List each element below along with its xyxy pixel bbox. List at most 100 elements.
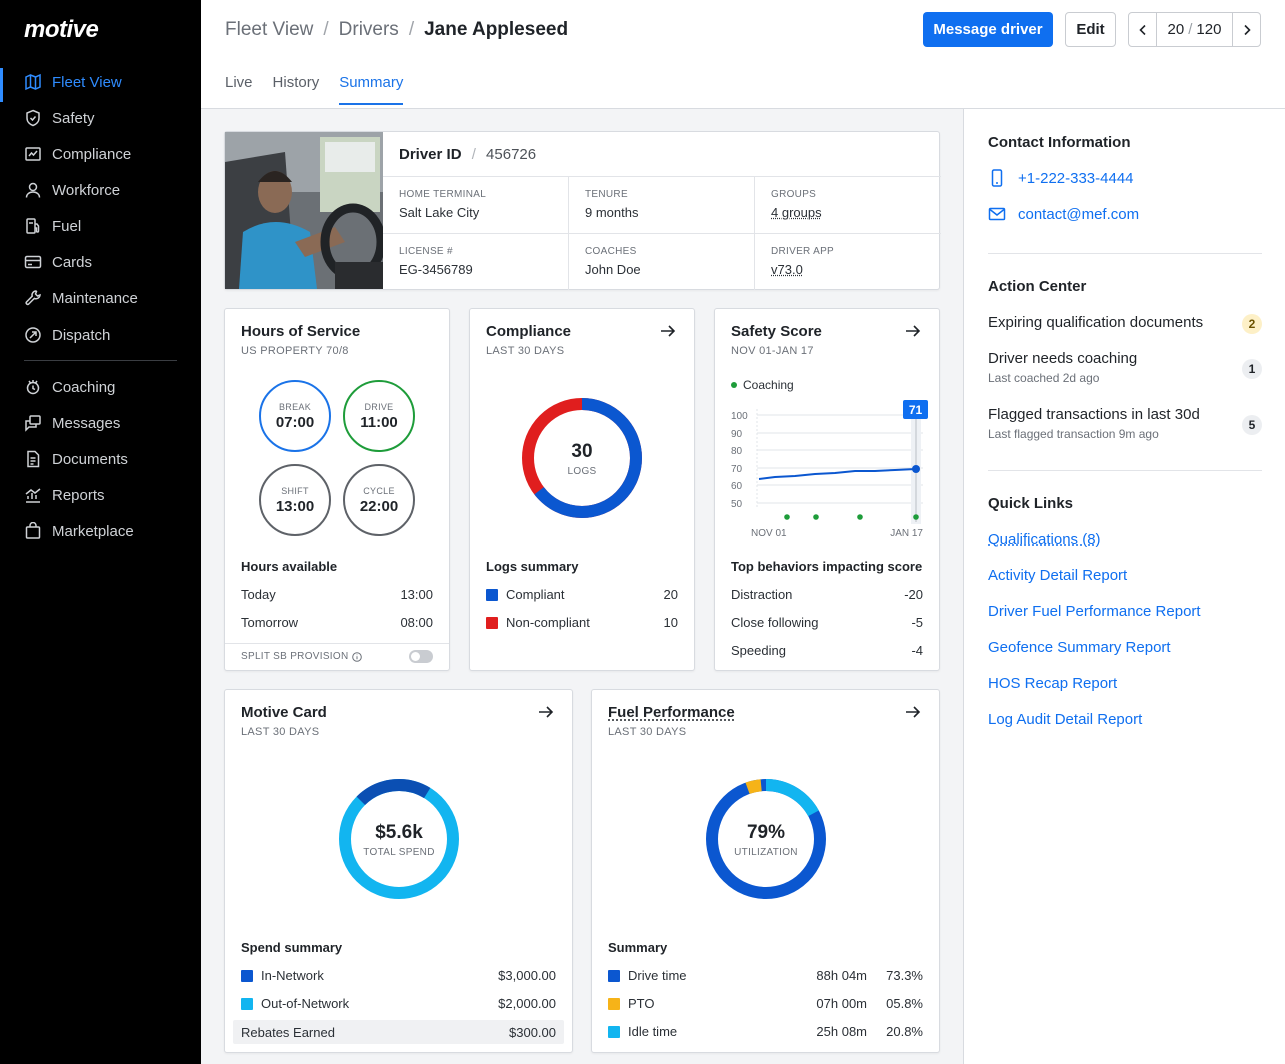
count-badge: 1	[1242, 359, 1262, 379]
driver-pager: 20/120	[1128, 12, 1261, 47]
list-item: Idle time 25h 08m 20.8%	[608, 1024, 923, 1039]
field-label: HOME TERMINAL	[399, 189, 487, 200]
sidebar-item-marketplace[interactable]: Marketplace	[0, 514, 201, 548]
sidebar-item-label: Safety	[52, 109, 95, 127]
quick-link-geofence-summary[interactable]: Geofence Summary Report	[988, 639, 1171, 656]
row-value: -4	[911, 643, 923, 658]
action-item-flagged-transactions[interactable]: Flagged transactions in last 30d Last fl…	[988, 406, 1262, 441]
card-title[interactable]: Fuel Performance	[608, 704, 735, 721]
top-header: Fleet View / Drivers / Jane Appleseed Me…	[201, 0, 1285, 109]
edit-button[interactable]: Edit	[1065, 12, 1116, 47]
shield-icon	[24, 109, 42, 127]
sidebar-item-reports[interactable]: Reports	[0, 478, 201, 512]
quick-link-driver-fuel-performance[interactable]: Driver Fuel Performance Report	[988, 603, 1201, 620]
divider	[988, 253, 1262, 254]
message-driver-button[interactable]: Message driver	[923, 12, 1053, 47]
phone-number[interactable]: +1-222-333-4444	[1018, 169, 1134, 187]
field-label: LICENSE #	[399, 246, 453, 257]
legend-swatch	[608, 969, 620, 982]
action-center-title: Action Center	[988, 278, 1087, 295]
tab-bar: Live History Summary	[225, 74, 404, 105]
sidebar-item-label: Reports	[52, 486, 105, 504]
drive-clock: DRIVE 11:00	[343, 380, 415, 452]
clock-label: CYCLE	[363, 485, 395, 496]
toggle-knob	[411, 652, 420, 661]
split-sb-toggle[interactable]	[409, 650, 433, 663]
coaching-marker[interactable]	[913, 514, 919, 520]
info-icon[interactable]	[352, 651, 363, 662]
arrow-right-icon[interactable]	[658, 321, 678, 341]
rebates-row: Rebates Earned $300.00	[233, 1020, 564, 1044]
sidebar-item-label: Dispatch	[52, 326, 111, 344]
quick-link-log-audit-detail[interactable]: Log Audit Detail Report	[988, 711, 1143, 728]
y-tick: 100	[731, 411, 748, 422]
action-item-coaching[interactable]: Driver needs coaching Last coached 2d ag…	[988, 350, 1262, 385]
arrow-right-icon[interactable]	[536, 702, 556, 722]
fuel-performance-card: Fuel Performance LAST 30 DAYS 79% UTILIZ…	[591, 689, 940, 1053]
coaching-marker[interactable]	[784, 514, 790, 520]
sidebar-item-messages[interactable]: Messages	[0, 406, 201, 440]
action-title: Flagged transactions in last 30d	[988, 406, 1200, 423]
quick-link-hos-recap[interactable]: HOS Recap Report	[988, 675, 1118, 692]
breadcrumb-fleet-view[interactable]: Fleet View	[225, 19, 314, 40]
card-title: Hours of Service	[241, 323, 361, 340]
compliance-card: Compliance LAST 30 DAYS 30 LOGS Logs sum…	[469, 308, 695, 671]
tab-summary[interactable]: Summary	[339, 74, 404, 105]
driver-id-label: Driver ID	[399, 146, 462, 163]
x-axis-start: NOV 01	[751, 528, 787, 539]
field-value: 9 months	[585, 205, 639, 220]
card-subtitle: NOV 01-JAN 17	[731, 345, 814, 357]
action-item-expiring-docs[interactable]: Expiring qualification documents 2	[988, 314, 1262, 334]
donut-center-value: $5.6k	[375, 822, 423, 843]
sidebar-item-label: Fuel	[52, 217, 82, 235]
field-label: TENURE	[585, 189, 628, 200]
coaching-marker[interactable]	[857, 514, 863, 520]
breadcrumb-drivers[interactable]: Drivers	[338, 19, 399, 40]
break-clock: BREAK 07:00	[259, 380, 331, 452]
quick-link-qualifications[interactable]: Qualifications (8)	[988, 531, 1101, 548]
quick-link-activity-detail[interactable]: Activity Detail Report	[988, 567, 1128, 584]
sidebar-item-fuel[interactable]: Fuel	[0, 209, 201, 243]
pager-total: 120	[1196, 21, 1222, 38]
row-percent: 05.8%	[886, 996, 923, 1011]
quick-links-title: Quick Links	[988, 495, 1074, 512]
driver-app-field: DRIVER APP v73.0	[755, 233, 941, 290]
email-address[interactable]: contact@mef.com	[1018, 205, 1140, 223]
reports-icon	[24, 486, 42, 504]
row-value: -5	[911, 615, 923, 630]
fuel-summary-label: Summary	[608, 940, 668, 955]
previous-driver-button[interactable]	[1129, 13, 1157, 46]
sidebar-item-compliance[interactable]: Compliance	[0, 137, 201, 171]
utilization-donut	[706, 779, 826, 899]
sidebar-item-coaching[interactable]: Coaching	[0, 370, 201, 404]
sidebar-item-fleet-view[interactable]: Fleet View	[0, 65, 201, 102]
contact-info-title: Contact Information	[988, 134, 1131, 151]
legend-swatch	[486, 588, 498, 601]
clock-label: SHIFT	[281, 485, 309, 496]
sidebar-item-maintenance[interactable]: Maintenance	[0, 281, 201, 315]
home-terminal-field: HOME TERMINAL Salt Lake City	[383, 176, 569, 233]
contact-email[interactable]: contact@mef.com	[988, 205, 1139, 223]
wrench-icon	[24, 289, 42, 307]
sidebar-item-documents[interactable]: Documents	[0, 442, 201, 476]
coaching-marker[interactable]	[813, 514, 819, 520]
motive-logo[interactable]: motive	[24, 16, 99, 43]
field-value[interactable]: v73.0	[771, 262, 803, 277]
tab-history[interactable]: History	[272, 74, 320, 91]
sidebar-item-cards[interactable]: Cards	[0, 245, 201, 279]
sidebar-item-safety[interactable]: Safety	[0, 101, 201, 135]
arrow-right-icon[interactable]	[903, 702, 923, 722]
field-value[interactable]: 4 groups	[771, 205, 822, 220]
score-point[interactable]	[912, 465, 920, 473]
shift-clock: SHIFT 13:00	[259, 464, 331, 536]
next-driver-button[interactable]	[1232, 13, 1260, 46]
row-value: 20	[663, 587, 678, 602]
row-value: $2,000.00	[498, 996, 556, 1011]
sidebar-item-dispatch[interactable]: Dispatch	[0, 318, 201, 352]
tab-live[interactable]: Live	[225, 74, 253, 91]
row-label: In-Network	[261, 968, 324, 983]
arrow-right-icon[interactable]	[903, 321, 923, 341]
safety-score-card: Safety Score NOV 01-JAN 17 Coaching 100 …	[714, 308, 940, 671]
sidebar-item-workforce[interactable]: Workforce	[0, 173, 201, 207]
contact-phone[interactable]: +1-222-333-4444	[988, 169, 1134, 187]
